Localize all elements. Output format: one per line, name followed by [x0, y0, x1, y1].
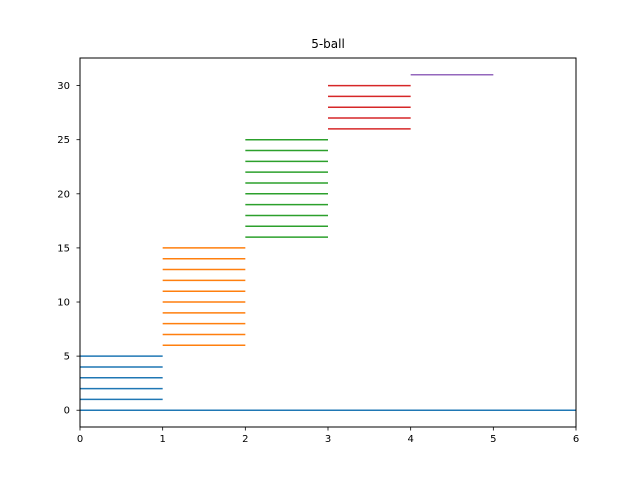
y-tick-label: 25 [57, 135, 70, 146]
y-tick-label: 30 [57, 81, 70, 92]
series-3 [328, 84, 411, 130]
x-tick-label: 1 [159, 434, 165, 445]
series-0 [80, 355, 576, 411]
x-tick-label: 6 [573, 434, 579, 445]
x-tick-label: 0 [77, 434, 83, 445]
y-tick-label: 15 [57, 243, 70, 254]
plot-area [80, 74, 576, 411]
x-tick-label: 3 [325, 434, 331, 445]
x-tick-label: 4 [407, 434, 413, 445]
y-tick-label: 20 [57, 189, 70, 200]
series-1 [162, 247, 246, 347]
y-axis: 0 5 10 15 20 25 30 [57, 81, 80, 417]
y-tick-label: 5 [64, 352, 70, 363]
x-tick-label: 2 [242, 434, 248, 445]
chart-title: 5-ball [311, 37, 345, 51]
x-tick-label: 5 [490, 434, 496, 445]
series-2 [245, 138, 328, 238]
x-axis: 0 1 2 3 4 5 6 [77, 427, 579, 445]
y-tick-label: 0 [64, 406, 70, 417]
y-tick-label: 10 [57, 298, 70, 309]
